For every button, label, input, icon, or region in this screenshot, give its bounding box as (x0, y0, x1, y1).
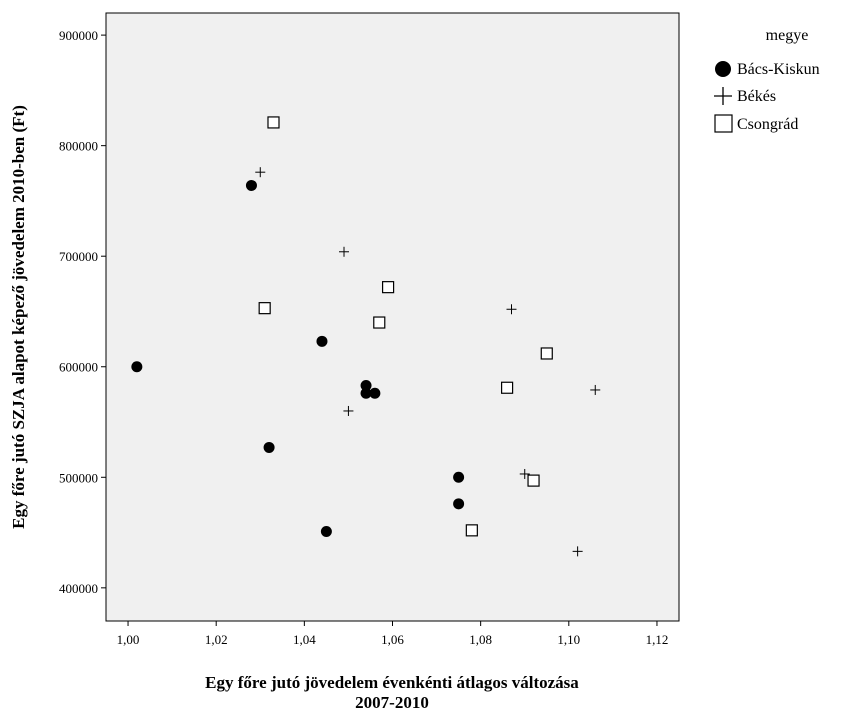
x-axis: 1,00 1,02 1,04 1,06 1,08 1,10 1,12 (117, 621, 669, 647)
y-tick-label: 400000 (59, 581, 98, 596)
point-bekes (339, 246, 350, 257)
x-tick-label: 1,06 (381, 632, 404, 647)
x-tick-label: 1,04 (293, 632, 316, 647)
point-bacs-kiskun (245, 179, 257, 191)
point-bacs-kiskun (453, 471, 465, 483)
point-csongrad (501, 381, 514, 394)
point-bekes (519, 468, 530, 479)
x-tick-label: 1,02 (205, 632, 228, 647)
point-bacs-kiskun (263, 441, 275, 453)
x-tick-label: 1,12 (646, 632, 669, 647)
point-bekes (572, 546, 583, 557)
x-tick-label: 1,00 (117, 632, 140, 647)
point-bekes (343, 405, 354, 416)
y-axis: 400000 500000 600000 700000 800000 900000 (59, 28, 106, 596)
x-axis-title-line-2: 2007-2010 (355, 693, 429, 712)
point-bacs-kiskun (453, 498, 465, 510)
plot-area (105, 12, 680, 622)
legend-marker-bekes (714, 87, 732, 105)
legend: megye Bács-Kiskun Békés Csongrád (714, 27, 820, 133)
x-axis-title-line-1: Egy főre jutó jövedelem évenkénti átlago… (205, 673, 579, 692)
legend-marker-bacs-kiskun (715, 61, 731, 77)
point-csongrad (373, 316, 386, 329)
y-tick-label: 900000 (59, 28, 98, 43)
point-bekes (255, 167, 266, 178)
point-csongrad (258, 302, 271, 315)
point-csongrad (465, 524, 478, 537)
point-csongrad (527, 474, 540, 487)
y-tick-label: 500000 (59, 470, 98, 485)
y-axis-title: Egy főre jutó SZJA alapot képező jövedel… (9, 105, 28, 529)
point-bacs-kiskun (360, 380, 372, 392)
point-csongrad (267, 116, 280, 129)
point-bacs-kiskun (360, 387, 372, 399)
x-tick-label: 1,08 (469, 632, 492, 647)
data-points (131, 116, 601, 557)
y-tick-label: 600000 (59, 360, 98, 375)
legend-label-bekes: Békés (737, 88, 776, 105)
x-tick-label: 1,10 (557, 632, 580, 647)
legend-label-bacs-kiskun: Bács-Kiskun (737, 61, 820, 78)
point-csongrad (381, 281, 395, 294)
point-bacs-kiskun (369, 387, 381, 399)
legend-label-csongrad: Csongrád (737, 116, 798, 133)
legend-title: megye (766, 27, 809, 44)
point-bacs-kiskun (316, 335, 328, 347)
point-bekes (506, 304, 517, 315)
point-csongrad (540, 347, 553, 360)
legend-marker-csongrad (714, 114, 733, 133)
point-bekes (590, 384, 601, 395)
point-bacs-kiskun (320, 525, 332, 537)
point-bacs-kiskun (131, 361, 143, 373)
y-tick-label: 800000 (59, 139, 98, 154)
y-tick-label: 700000 (59, 249, 98, 264)
